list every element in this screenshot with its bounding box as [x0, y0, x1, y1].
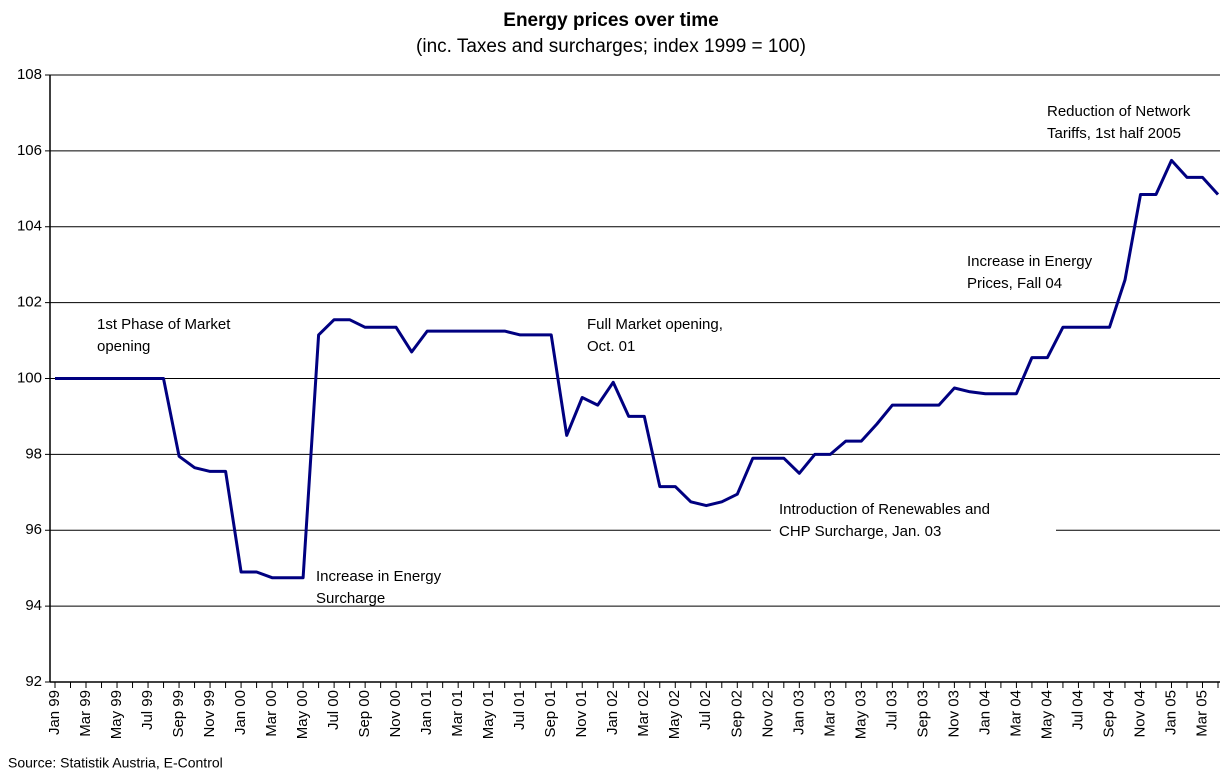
x-tick-label: Jan 00	[232, 690, 249, 735]
x-tick-label: Mar 03	[821, 690, 838, 737]
annotation-bg	[771, 496, 1056, 544]
x-tick-label: May 00	[294, 690, 311, 739]
y-tick-label: 96	[25, 521, 42, 538]
x-tick-label: Jan 99	[46, 690, 63, 735]
x-tick-label: Sep 02	[728, 690, 745, 738]
x-tick-label: Jul 03	[883, 690, 900, 730]
annotation: Introduction of Renewables and	[779, 501, 990, 518]
annotation: Reduction of Network	[1047, 103, 1191, 120]
x-tick-label: May 04	[1038, 690, 1055, 739]
annotation: Full Market opening,	[587, 316, 723, 333]
y-tick-label: 100	[17, 369, 42, 386]
data-line	[55, 158, 1220, 580]
annotation: 1st Phase of Market	[97, 316, 231, 333]
chart-title: Energy prices over time	[503, 10, 718, 31]
y-tick-label: 108	[17, 66, 42, 83]
chart-subtitle: (inc. Taxes and surcharges; index 1999 =…	[416, 36, 806, 57]
x-tick-label: Sep 04	[1100, 690, 1117, 738]
y-tick-label: 104	[17, 218, 42, 235]
x-tick-label: Sep 00	[356, 690, 373, 738]
x-tick-label: Jan 04	[976, 690, 993, 735]
x-tick-label: May 03	[852, 690, 869, 739]
annotation: opening	[97, 338, 150, 355]
x-tick-label: Jul 99	[139, 690, 156, 730]
annotation: Increase in Energy	[967, 253, 1093, 270]
x-tick-label: Nov 03	[945, 690, 962, 738]
y-tick-label: 98	[25, 445, 42, 462]
y-tick-label: 92	[25, 673, 42, 690]
source: Source: Statistik Austria, E-Control	[8, 755, 223, 771]
x-tick-label: May 99	[108, 690, 125, 739]
x-tick-label: May 01	[480, 690, 497, 739]
x-tick-label: Jul 02	[697, 690, 714, 730]
x-tick-label: Sep 03	[914, 690, 931, 738]
x-tick-label: Nov 04	[1131, 690, 1148, 738]
x-tick-label: Nov 02	[759, 690, 776, 738]
x-tick-label: Jan 02	[604, 690, 621, 735]
x-tick-label: Mar 00	[263, 690, 280, 737]
x-tick-label: Mar 02	[635, 690, 652, 737]
annotation: Surcharge	[316, 590, 385, 607]
x-tick-label: Sep 01	[542, 690, 559, 738]
x-tick-label: Nov 99	[201, 690, 218, 738]
annotation: Increase in Energy	[316, 568, 442, 585]
x-tick-label: Jul 04	[1069, 690, 1086, 730]
x-tick-label: May 02	[666, 690, 683, 739]
y-tick-label: 94	[25, 597, 42, 614]
x-tick-label: Mar 01	[449, 690, 466, 737]
x-tick-label: Jan 01	[418, 690, 435, 735]
annotation: Prices, Fall 04	[967, 275, 1062, 292]
x-tick-label: Mar 99	[77, 690, 94, 737]
x-tick-label: Jul 01	[511, 690, 528, 730]
y-tick-label: 102	[17, 294, 42, 311]
annotation: CHP Surcharge, Jan. 03	[779, 523, 941, 540]
x-tick-label: Jul 00	[325, 690, 342, 730]
x-tick-label: Mar 04	[1007, 690, 1024, 737]
x-tick-label: Jan 03	[790, 690, 807, 735]
x-tick-label: Mar 05	[1193, 690, 1210, 737]
annotation: Tariffs, 1st half 2005	[1047, 125, 1181, 142]
x-tick-label: Jan 05	[1162, 690, 1179, 735]
y-tick-label: 106	[17, 142, 42, 159]
x-tick-label: Sep 99	[170, 690, 187, 738]
annotation: Oct. 01	[587, 338, 635, 355]
x-tick-label: Nov 01	[573, 690, 590, 738]
x-tick-label: Nov 00	[387, 690, 404, 738]
